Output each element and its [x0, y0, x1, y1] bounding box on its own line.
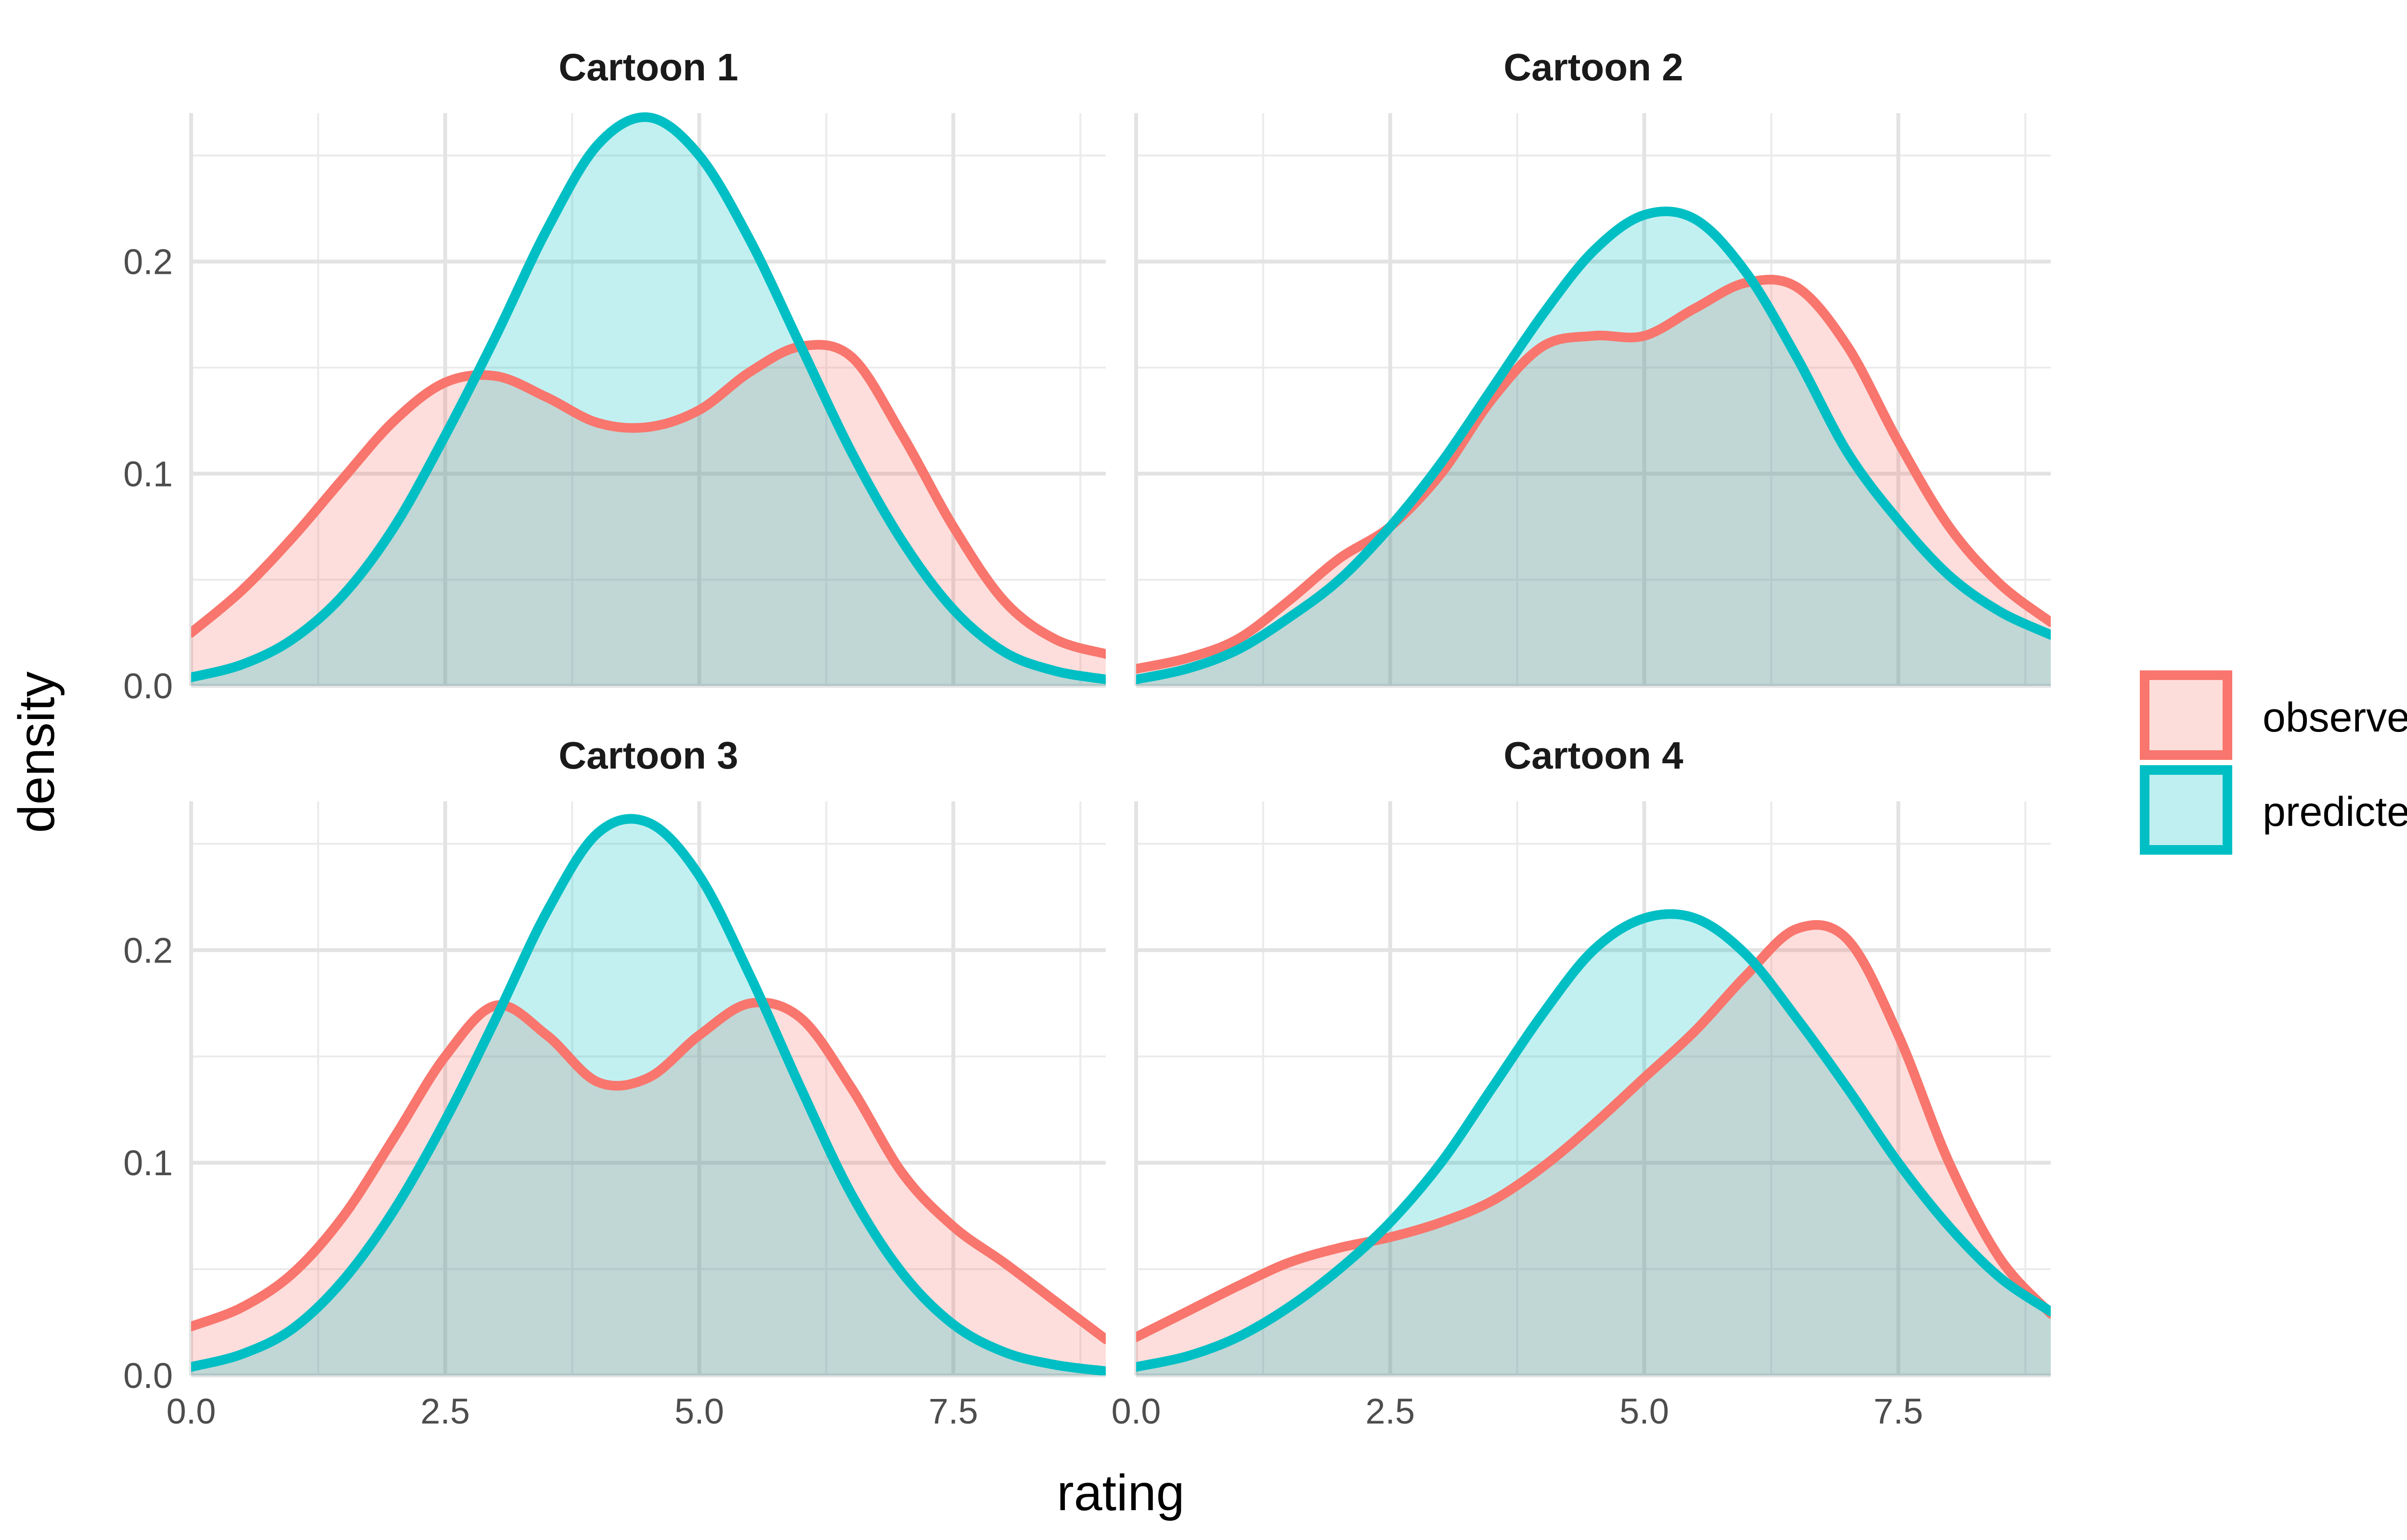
x-tick-label: 7.5 — [1874, 1391, 1923, 1431]
x-tick-label: 0.0 — [167, 1391, 216, 1431]
y-tick-label: 0.1 — [123, 1143, 173, 1183]
panel-plot-area — [191, 814, 1106, 1375]
panel-4: Cartoon 4 0.0 2.5 5.0 7.5 — [1112, 734, 2051, 1431]
panel-plot-area — [1136, 909, 2051, 1375]
panel-3: Cartoon 3 0.0 0.1 0.2 0.0 2.5 5.0 7.5 — [123, 734, 1106, 1431]
density-fill-observed — [1136, 924, 2051, 1375]
density-line-observed — [1136, 920, 2051, 1342]
panel-plot-area — [191, 112, 1106, 686]
legend-key-observed — [2140, 670, 2232, 760]
legend-label-predicted: predicted — [2263, 789, 2407, 835]
legend-key-predicted — [2140, 765, 2232, 855]
x-axis-label: rating — [1057, 1464, 1184, 1521]
density-line-predicted — [1136, 206, 2051, 684]
density-line-predicted — [191, 814, 1106, 1375]
panel-title: Cartoon 3 — [558, 734, 738, 777]
density-line-predicted — [191, 112, 1106, 684]
density-fill-predicted — [1136, 211, 2051, 686]
y-tick-label: 0.1 — [123, 454, 173, 494]
x-tick-label: 2.5 — [1365, 1391, 1415, 1431]
y-axis-label: density — [8, 671, 65, 833]
density-fill-predicted — [191, 117, 1106, 686]
density-line-observed — [191, 340, 1106, 659]
x-tick-label: 7.5 — [929, 1391, 978, 1431]
y-tick-label: 0.0 — [123, 1356, 173, 1396]
panel-1: Cartoon 1 0.0 0.1 0.2 — [123, 46, 1106, 706]
density-line-observed — [1136, 274, 2051, 674]
y-tick-label: 0.2 — [123, 930, 173, 970]
panel-title: Cartoon 1 — [558, 46, 738, 89]
panel-2: Cartoon 2 — [1134, 46, 2051, 688]
density-fill-observed — [1136, 279, 2051, 686]
y-tick-label: 0.0 — [123, 666, 173, 706]
density-line-predicted — [1136, 909, 2051, 1372]
x-tick-label: 5.0 — [1619, 1391, 1669, 1431]
panel-plot-area — [1136, 206, 2051, 686]
panel-title: Cartoon 4 — [1503, 734, 1683, 777]
legend-label-observed: observed — [2263, 694, 2407, 741]
density-line-observed — [191, 997, 1106, 1344]
x-tick-label: 2.5 — [420, 1391, 470, 1431]
y-tick-label: 0.2 — [123, 242, 173, 282]
density-fill-predicted — [1136, 914, 2051, 1375]
legend: observed predicted — [2140, 670, 2407, 855]
density-fill-observed — [191, 345, 1106, 686]
density-fill-predicted — [191, 819, 1106, 1375]
x-tick-label: 0.0 — [1112, 1391, 1161, 1431]
x-tick-label: 5.0 — [674, 1391, 724, 1431]
panel-title: Cartoon 2 — [1503, 46, 1683, 89]
